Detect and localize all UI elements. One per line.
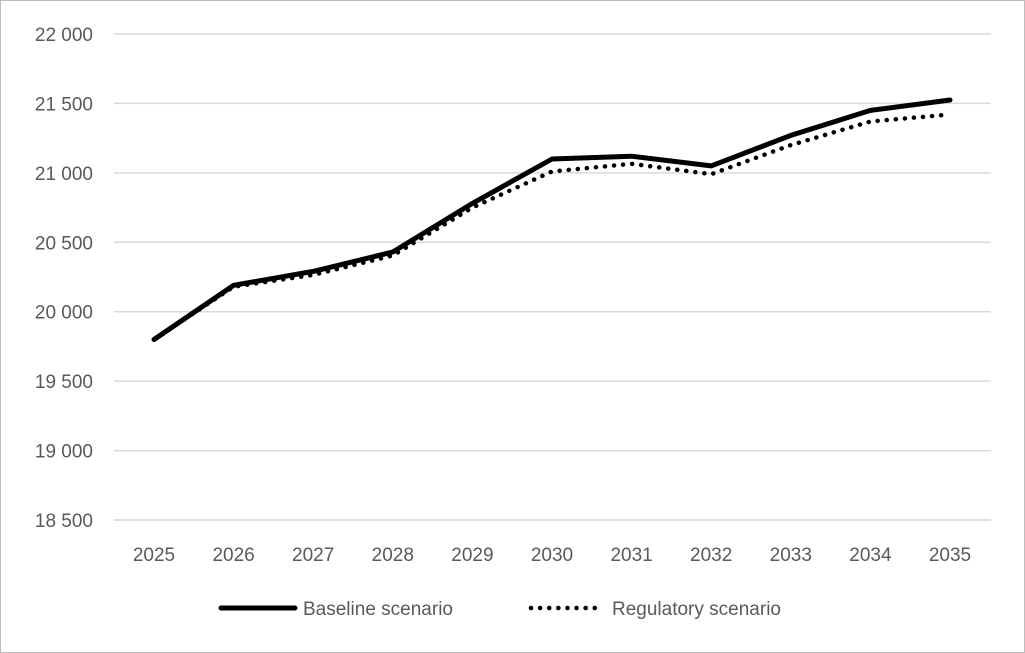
- y-tick-label: 21 500: [35, 94, 93, 115]
- y-axis-tick-labels: 18 500 19 000 19 500 20 000 20 500 21 000 21 5…: [35, 25, 93, 532]
- y-tick-label: 22 000: [35, 25, 93, 46]
- legend: Baseline scenario Regulatory scenario: [218, 599, 781, 620]
- gridlines: [114, 33, 991, 521]
- y-tick-label: 21 000: [35, 164, 93, 185]
- legend-label: Regulatory scenario: [612, 599, 781, 620]
- x-tick-label: 2034: [849, 545, 892, 566]
- x-tick-label: 2026: [212, 545, 254, 566]
- y-tick-label: 20 500: [35, 233, 93, 254]
- y-tick-label: 19 000: [35, 442, 93, 463]
- x-tick-label: 2025: [133, 545, 175, 566]
- x-tick-label: 2029: [451, 545, 493, 566]
- x-tick-label: 2033: [770, 545, 812, 566]
- legend-label: Baseline scenario: [303, 599, 453, 620]
- y-tick-label: 20 000: [35, 303, 93, 324]
- y-tick-label: 19 500: [35, 372, 93, 393]
- x-tick-label: 2031: [610, 545, 652, 566]
- x-axis-tick-labels: 2025 2026 2027 2028 2029 2030 2031 2032 2033 2034…: [133, 545, 971, 566]
- x-tick-label: 2030: [531, 545, 573, 566]
- x-tick-label: 2032: [690, 545, 732, 566]
- x-tick-label: 2027: [292, 545, 334, 566]
- series-lines: [151, 97, 953, 342]
- x-tick-label: 2035: [929, 545, 971, 566]
- series-line-baseline: [151, 97, 953, 342]
- y-tick-label: 18 500: [35, 511, 93, 532]
- x-tick-label: 2028: [372, 545, 414, 566]
- series-line-regulatory: [151, 112, 953, 342]
